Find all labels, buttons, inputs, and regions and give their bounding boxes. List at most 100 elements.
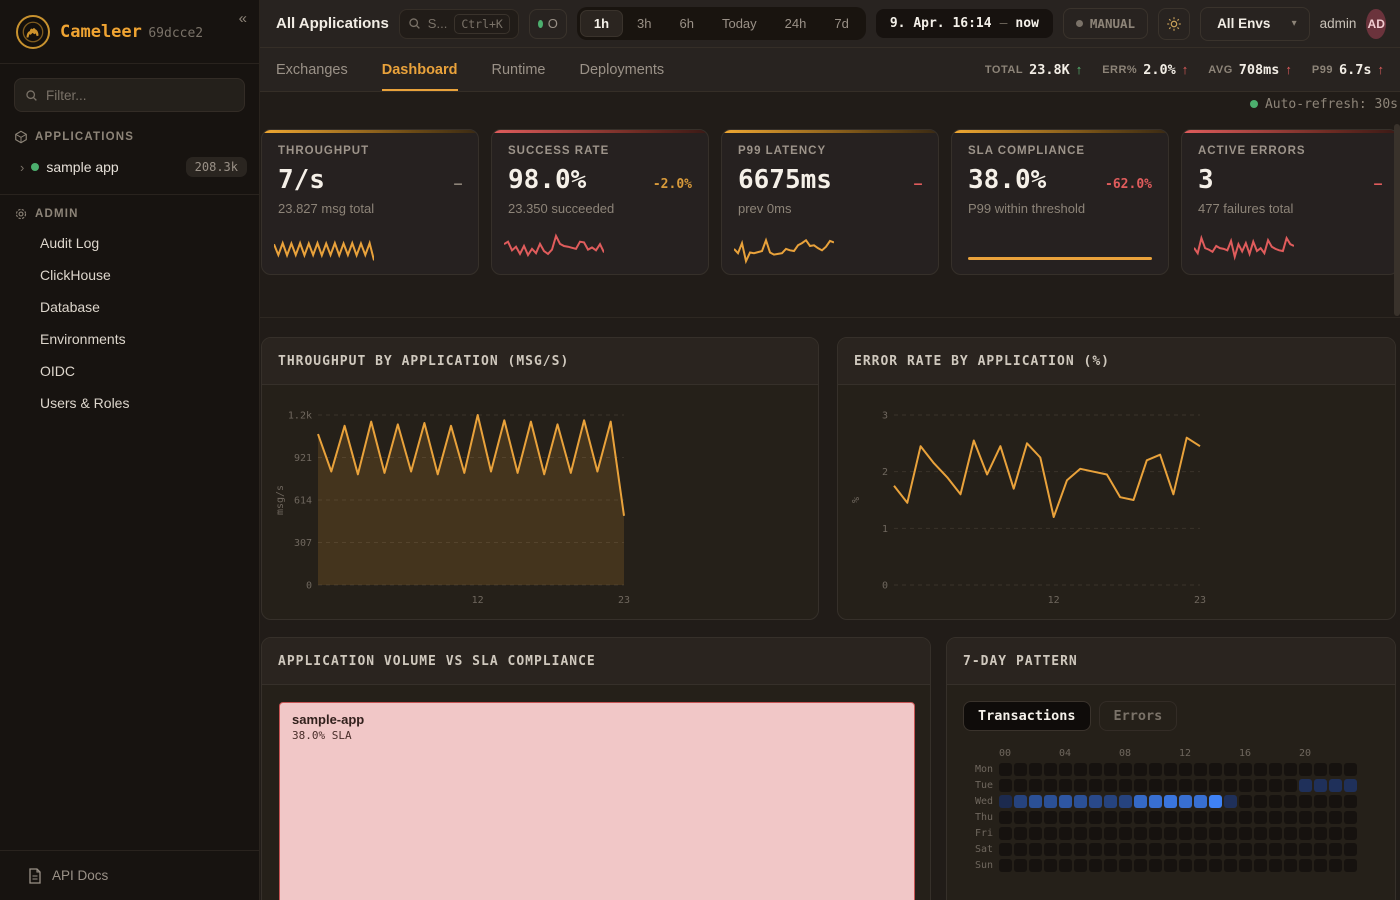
- treemap-node-sample-app[interactable]: sample-app 38.0% SLA: [279, 702, 915, 900]
- heatmap-cell: [1284, 810, 1297, 824]
- heatmap-cell: [1254, 762, 1267, 776]
- range-today[interactable]: Today: [721, 16, 757, 31]
- heatmap-row: Fri: [963, 825, 1379, 841]
- range-7d[interactable]: 7d: [834, 16, 849, 31]
- tab-dashboard[interactable]: Dashboard: [381, 48, 458, 91]
- api-docs-link[interactable]: API Docs: [0, 850, 259, 900]
- heatmap-cell: [1299, 778, 1312, 792]
- heatmap-cell: [1149, 826, 1162, 840]
- sidebar-item-sample-app[interactable]: › sample app 208.3k: [0, 150, 259, 184]
- sidebar-collapse-icon[interactable]: «: [238, 10, 247, 27]
- heatmap-cell: [1089, 810, 1102, 824]
- tab-runtime[interactable]: Runtime: [491, 61, 546, 78]
- heatmap-cell: [1029, 794, 1042, 808]
- kpi-delta: –: [914, 177, 922, 192]
- online-status-button[interactable]: O: [528, 8, 567, 39]
- heatmap-cell: [1059, 858, 1072, 872]
- svg-text:1.2k: 1.2k: [288, 411, 312, 422]
- heatmap-cell: [1224, 762, 1237, 776]
- heatmap-cell: [1194, 842, 1207, 856]
- heatmap-cell: [1089, 842, 1102, 856]
- sidebar-item-users-roles[interactable]: Users & Roles: [40, 395, 130, 411]
- heatmap-day-label: Mon: [974, 763, 993, 775]
- heatmap-cell: [1059, 762, 1072, 776]
- heatmap-row: Tue: [963, 777, 1379, 793]
- heatmap-cell: [1284, 794, 1297, 808]
- heatmap-cell: [1104, 826, 1117, 840]
- heatmap-cell: [1344, 842, 1357, 856]
- cube-icon: [15, 130, 27, 144]
- heatmap-cell: [1329, 778, 1342, 792]
- svg-text:12: 12: [472, 595, 484, 606]
- toggle-transactions[interactable]: Transactions: [963, 701, 1091, 731]
- brand-version: 69dcce2: [148, 25, 204, 41]
- heatmap-cell: [1119, 762, 1132, 776]
- heatmap-day-label: Sun: [974, 859, 993, 871]
- heatmap-cell: [1074, 810, 1087, 824]
- heatmap-cell: [1149, 810, 1162, 824]
- toggle-errors[interactable]: Errors: [1098, 701, 1178, 731]
- filter-input[interactable]: Filter...: [14, 78, 245, 112]
- sidebar-item-environments[interactable]: Environments: [40, 331, 126, 347]
- heatmap-cell: [1314, 826, 1327, 840]
- heatmap-cell: [1209, 842, 1222, 856]
- heatmap-cell: [1239, 842, 1252, 856]
- svg-text:614: 614: [294, 496, 312, 507]
- hourly-heatmap: 00 04 08 12 16 20 Mon Tue Wed Thu Fri Sat Sun: [963, 745, 1379, 873]
- heatmap-cell: [1299, 762, 1312, 776]
- sidebar-item-database[interactable]: Database: [40, 299, 100, 315]
- heatmap-cell: [1044, 842, 1057, 856]
- heatmap-row: Mon: [963, 761, 1379, 777]
- heatmap-cell: [1119, 842, 1132, 856]
- range-6h[interactable]: 6h: [679, 16, 694, 31]
- kpi-accent-bar: [952, 130, 1168, 133]
- stat-avg: AVG 708ms ↑: [1208, 61, 1292, 78]
- heatmap-cell: [1134, 810, 1147, 824]
- heatmap-cell: [1119, 826, 1132, 840]
- heatmap-cell: [1284, 826, 1297, 840]
- time-window-picker[interactable]: 9. Apr. 16:14 – now: [875, 9, 1053, 38]
- heatmap-cell: [999, 810, 1012, 824]
- sidebar-item-clickhouse[interactable]: ClickHouse: [40, 267, 111, 283]
- status-dot-green: [1249, 100, 1258, 108]
- heatmap-cell: [1194, 794, 1207, 808]
- treemap-title: APPLICATION VOLUME VS SLA COMPLIANCE: [278, 654, 596, 669]
- theme-toggle-button[interactable]: [1158, 7, 1191, 40]
- treemap-card: APPLICATION VOLUME VS SLA COMPLIANCE sam…: [261, 637, 931, 900]
- range-24h[interactable]: 24h: [784, 16, 807, 31]
- sidebar-item-oidc[interactable]: OIDC: [40, 363, 75, 379]
- chart-title: ERROR RATE BY APPLICATION (%): [854, 354, 1110, 369]
- tab-exchanges[interactable]: Exchanges: [276, 61, 348, 78]
- heatmap-cell: [1119, 778, 1132, 792]
- svg-text:307: 307: [294, 538, 312, 549]
- scrollbar-thumb[interactable]: [1394, 124, 1400, 316]
- header-stats: TOTAL 23.8K ↑ ERR% 2.0% ↑ AVG 708ms ↑ P9…: [985, 48, 1384, 91]
- heatmap-cell: [999, 858, 1012, 872]
- range-1h[interactable]: 1h: [579, 10, 624, 37]
- manual-refresh-button[interactable]: MANUAL: [1062, 8, 1149, 39]
- heatmap-cell: [1149, 794, 1162, 808]
- env-select[interactable]: All Envs ▾: [1200, 6, 1310, 41]
- sidebar-item-audit-log[interactable]: Audit Log: [40, 235, 100, 251]
- sla-progress-bar: [968, 257, 1152, 260]
- heatmap-cell: [1314, 842, 1327, 856]
- heatmap-cell: [1059, 794, 1072, 808]
- heatmap-cell: [1209, 762, 1222, 776]
- heatmap-cell: [1269, 762, 1282, 776]
- kpi-card-p99-latency: P99 LATENCY 6675ms – prev 0ms: [721, 129, 939, 275]
- heatmap-hour-label: 12: [1179, 747, 1192, 759]
- avatar[interactable]: AD: [1366, 8, 1386, 39]
- chevron-right-icon[interactable]: ›: [20, 159, 25, 175]
- heatmap-cell: [999, 826, 1012, 840]
- heatmap-cell: [1239, 794, 1252, 808]
- tab-deployments[interactable]: Deployments: [579, 61, 665, 78]
- page-title: All Applications: [276, 15, 389, 32]
- heatmap-cell: [1059, 810, 1072, 824]
- global-search-input[interactable]: S... Ctrl+K: [398, 8, 519, 39]
- range-3h[interactable]: 3h: [637, 16, 652, 31]
- heatmap-cell: [1254, 794, 1267, 808]
- heatmap-cell: [1299, 858, 1312, 872]
- heatmap-cell: [1284, 842, 1297, 856]
- kpi-card-throughput: THROUGHPUT 7/s – 23.827 msg total: [261, 129, 479, 275]
